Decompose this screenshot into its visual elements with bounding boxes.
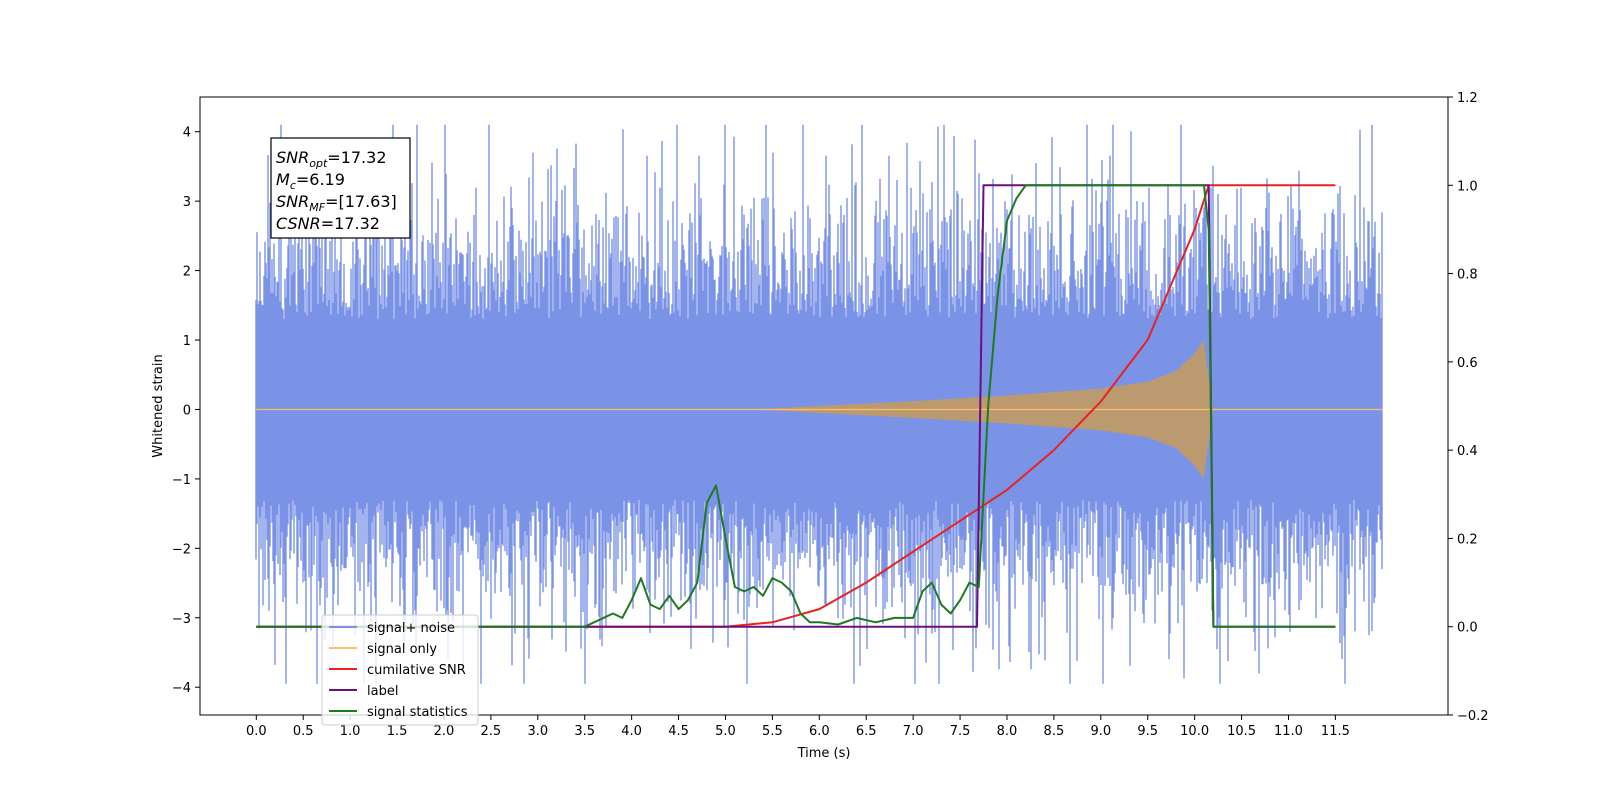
y2-tick-label: 1.0 bbox=[1457, 179, 1478, 194]
x-tick-label: 4.5 bbox=[668, 724, 689, 739]
y2-tick-label: 0.4 bbox=[1457, 444, 1478, 459]
x-tick-label: 9.0 bbox=[1090, 724, 1111, 739]
x-tick-label: 4.0 bbox=[621, 724, 642, 739]
x-tick-label: 10.0 bbox=[1180, 724, 1209, 739]
legend-label: cumilative SNR bbox=[367, 663, 466, 678]
y-tick-label: 3 bbox=[183, 195, 191, 210]
y-tick-label: 0 bbox=[183, 403, 191, 418]
x-tick-label: 7.0 bbox=[903, 724, 924, 739]
x-tick-label: 9.5 bbox=[1137, 724, 1158, 739]
x-tick-label: 8.5 bbox=[1044, 724, 1065, 739]
info-mc: Mc=6.19 bbox=[276, 170, 345, 192]
info-snr-mf: SNRMF=[17.63] bbox=[276, 192, 397, 214]
x-tick-label: 0.0 bbox=[246, 724, 267, 739]
y-axis-label: Whitened strain bbox=[151, 354, 166, 457]
x-tick-label: 5.5 bbox=[762, 724, 783, 739]
x-tick-label: 6.5 bbox=[856, 724, 877, 739]
x-tick-label: 3.5 bbox=[574, 724, 595, 739]
x-tick-label: 0.5 bbox=[293, 724, 314, 739]
y-tick-label: 2 bbox=[183, 265, 191, 280]
info-box: SNRopt=17.32Mc=6.19SNRMF=[17.63]CSNR=17.… bbox=[270, 137, 411, 239]
info-box-frame bbox=[270, 137, 411, 239]
y2-tick-label: 0.2 bbox=[1457, 532, 1478, 547]
y-tick-label: −1 bbox=[172, 473, 191, 488]
x-tick-label: 5.0 bbox=[715, 724, 736, 739]
y-tick-label: −3 bbox=[172, 612, 191, 627]
legend-label: signal+ noise bbox=[367, 621, 455, 636]
y2-tick-label: 0.8 bbox=[1457, 268, 1478, 283]
y2-tick-label: 1.2 bbox=[1457, 91, 1478, 106]
y-tick-label: −4 bbox=[172, 681, 191, 696]
axes-frame bbox=[199, 96, 1449, 716]
x-tick-label: 2.0 bbox=[434, 724, 455, 739]
info-csnr: CSNR=17.32 bbox=[276, 214, 380, 233]
legend-label: signal statistics bbox=[367, 705, 468, 720]
y2-tick-label: −0.2 bbox=[1457, 709, 1489, 724]
plot-area bbox=[255, 124, 1383, 684]
x-tick-label: 3.0 bbox=[527, 724, 548, 739]
x-tick-label: 11.5 bbox=[1321, 724, 1350, 739]
legend: signal+ noise signal only cumilative SNR la… bbox=[321, 614, 479, 726]
legend-frame bbox=[321, 614, 479, 726]
y2-tick-label: 0.0 bbox=[1457, 621, 1478, 636]
x-axis-label: Time (s) bbox=[797, 746, 851, 761]
x-tick-label: 7.5 bbox=[950, 724, 971, 739]
x-tick-label: 10.5 bbox=[1227, 724, 1256, 739]
info-snr-opt: SNRopt=17.32 bbox=[276, 148, 387, 170]
x-tick-label: 8.0 bbox=[997, 724, 1018, 739]
y-tick-label: 1 bbox=[183, 334, 191, 349]
x-tick-label: 6.0 bbox=[809, 724, 830, 739]
y-tick-label: −2 bbox=[172, 542, 191, 557]
legend-label: label bbox=[367, 684, 398, 699]
series-signal-statistics bbox=[256, 184, 1336, 628]
x-tick-label: 2.5 bbox=[481, 724, 502, 739]
x-tick-label: 1.5 bbox=[387, 724, 408, 739]
x-tick-label: 1.0 bbox=[340, 724, 361, 739]
y-tick-label: 4 bbox=[183, 126, 191, 141]
x-tick-label: 11.0 bbox=[1274, 724, 1303, 739]
axes: 0.0 0.5 1.0 1.5 2.0 2.5 3.0 3.5 4.0 4.5 5.0 5.5 6.0 6… bbox=[151, 91, 1489, 761]
y2-tick-label: 0.6 bbox=[1457, 356, 1478, 371]
legend-label: signal only bbox=[367, 642, 437, 657]
